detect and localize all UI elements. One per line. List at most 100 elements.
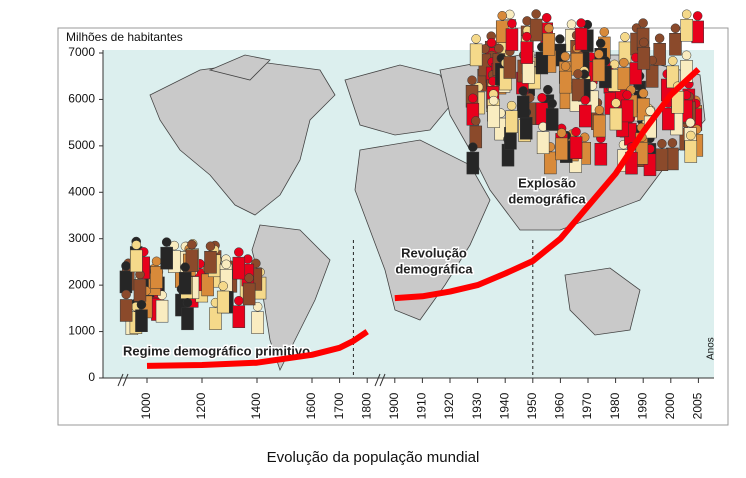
person-head: [151, 256, 162, 267]
x-tick-label: 2005: [691, 392, 705, 419]
person-body: [593, 114, 606, 138]
person-body: [178, 271, 192, 295]
person-head: [468, 93, 478, 104]
person-head: [670, 23, 681, 34]
person-body: [536, 131, 550, 154]
person-body: [135, 309, 148, 332]
person-head: [609, 59, 620, 70]
person-body: [150, 266, 163, 289]
x-tick-label: 1940: [497, 392, 511, 419]
y-tick-label: 1000: [68, 324, 95, 338]
person-head: [205, 241, 216, 251]
person-head: [221, 259, 231, 270]
person-head: [537, 92, 547, 103]
person-head: [560, 51, 570, 62]
axis-break: [117, 373, 129, 387]
axis-break: [374, 373, 386, 387]
person-head: [611, 98, 621, 108]
person-head: [681, 50, 692, 61]
person-head: [121, 261, 131, 271]
person-head: [234, 247, 244, 257]
x-tick-label: 1990: [635, 392, 649, 419]
person-body: [544, 151, 557, 175]
person-body: [119, 270, 133, 294]
person-body: [559, 70, 572, 94]
person-head: [486, 37, 497, 48]
person-head: [468, 142, 478, 152]
person-body: [637, 47, 651, 70]
person-head: [541, 12, 552, 23]
x-tick-label: 1200: [194, 392, 208, 419]
person-body: [505, 28, 519, 51]
person-body: [571, 78, 585, 102]
person-head: [544, 23, 554, 33]
person-body: [204, 250, 217, 274]
person-body: [119, 299, 133, 322]
person-body: [487, 105, 500, 128]
person-head: [594, 49, 604, 59]
person-head: [187, 239, 197, 250]
annotation: Regime demográfico primitivo: [123, 343, 310, 358]
person-body: [232, 305, 246, 328]
person-head: [594, 105, 605, 115]
person-body: [520, 41, 534, 64]
person-body: [133, 279, 147, 302]
x-tick-label: 1930: [470, 392, 484, 419]
person-body: [160, 246, 173, 270]
person-head: [576, 18, 586, 28]
x-tick-label: 1980: [608, 392, 622, 419]
person-head: [571, 126, 581, 137]
people-illustration: [119, 9, 704, 335]
y-tick-label: 0: [88, 370, 95, 384]
population-line: [146, 67, 701, 369]
person-head: [244, 273, 254, 283]
person-head: [531, 9, 541, 19]
y-axis-label: Milhões de habitantes: [66, 30, 183, 44]
person-head: [685, 117, 696, 128]
person-body: [242, 282, 256, 306]
person-body: [130, 249, 143, 273]
person-body: [609, 107, 623, 131]
person-body: [666, 147, 679, 171]
world-map: [149, 54, 706, 372]
person-head: [560, 61, 571, 71]
person-head: [595, 38, 606, 49]
person-head: [639, 37, 649, 48]
person-body: [555, 137, 568, 161]
chart-title: Evolução da população mundial: [267, 449, 480, 466]
y-tick-label: 4000: [68, 184, 95, 198]
person-head: [692, 11, 703, 21]
person-head: [686, 130, 696, 141]
person-head: [488, 95, 499, 106]
x-tick-label: 1970: [580, 392, 594, 419]
person-body: [519, 117, 533, 140]
person-head: [234, 295, 244, 306]
person-body: [466, 151, 480, 175]
person-head: [681, 9, 692, 20]
annotation: Explosão: [518, 175, 576, 190]
person-head: [638, 18, 648, 28]
person-head: [556, 128, 567, 138]
person-body: [579, 104, 592, 128]
x-tick-label: 1950: [525, 392, 539, 419]
annotation: Revolução: [401, 245, 467, 260]
person-head: [547, 98, 557, 109]
person-body: [232, 256, 246, 280]
person-head: [497, 10, 507, 21]
person-body: [542, 32, 556, 56]
person-body: [201, 273, 214, 297]
person-body: [569, 136, 583, 159]
person-head: [136, 299, 147, 310]
person-head: [657, 138, 667, 149]
person-head: [654, 33, 665, 44]
person-body: [522, 61, 535, 84]
person-head: [471, 34, 481, 44]
person-body: [469, 43, 483, 67]
person-body: [645, 65, 659, 88]
person-body: [535, 51, 549, 75]
person-head: [494, 43, 504, 54]
person-body: [680, 19, 693, 42]
person-body: [669, 33, 682, 56]
x-tick-label: 1700: [332, 392, 346, 419]
person-head: [506, 100, 517, 111]
